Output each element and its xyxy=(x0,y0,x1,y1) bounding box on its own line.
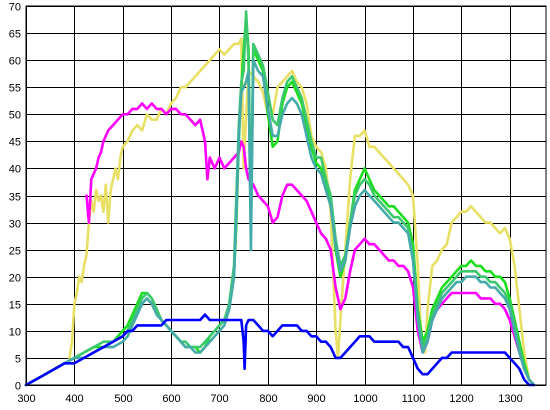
x-tick-label: 1300 xyxy=(498,393,522,405)
x-tick-label: 1000 xyxy=(353,393,377,405)
y-tick-label: 55 xyxy=(9,83,21,95)
x-tick-label: 400 xyxy=(65,393,83,405)
y-tick-label: 70 xyxy=(9,2,21,14)
y-tick-label: 10 xyxy=(9,327,21,339)
series-line-4 xyxy=(24,10,536,387)
x-tick-label: 900 xyxy=(307,393,325,405)
y-tick-label: 35 xyxy=(9,192,21,204)
y-tick-label: 45 xyxy=(9,137,21,149)
x-tick-label: 1100 xyxy=(402,393,426,405)
y-tick-label: 50 xyxy=(9,110,21,122)
plot-frame xyxy=(25,5,547,386)
y-tick-label: 65 xyxy=(9,29,21,41)
y-tick-label: 20 xyxy=(9,273,21,285)
y-tick-label: 5 xyxy=(15,354,21,366)
grid xyxy=(26,6,546,386)
y-tick-label: 30 xyxy=(9,219,21,231)
y-tick-label: 25 xyxy=(9,246,21,258)
y-tick-label: 0 xyxy=(15,381,21,393)
y-tick-label: 15 xyxy=(9,300,21,312)
y-tick-label: 40 xyxy=(9,164,21,176)
x-tick-label: 300 xyxy=(17,393,35,405)
series-lines xyxy=(24,10,536,387)
x-tick-label: 500 xyxy=(114,393,132,405)
series-line-2 xyxy=(85,102,536,387)
x-tick-label: 700 xyxy=(210,393,228,405)
x-tick-label: 1200 xyxy=(449,393,473,405)
series-line-6 xyxy=(24,313,536,387)
axes: 0 5 10 15 20 25 30 35 40 45 50 55 60 65 70 300 400 500 600… xyxy=(9,2,523,406)
x-tick-label: 600 xyxy=(162,393,180,405)
y-tick-label: 60 xyxy=(9,56,21,68)
x-tick-label: 800 xyxy=(259,393,277,405)
series-line-1 xyxy=(68,37,536,387)
series-line-5 xyxy=(24,58,536,387)
